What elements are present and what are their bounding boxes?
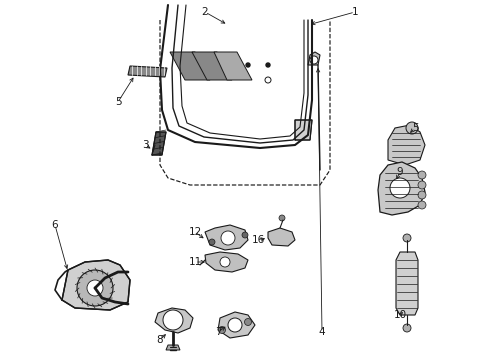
Text: 12: 12 bbox=[188, 227, 201, 237]
Text: 8: 8 bbox=[157, 335, 163, 345]
Polygon shape bbox=[388, 125, 425, 165]
Polygon shape bbox=[214, 52, 252, 80]
Polygon shape bbox=[128, 66, 167, 77]
Circle shape bbox=[219, 327, 225, 333]
Text: 2: 2 bbox=[202, 7, 208, 17]
Text: 16: 16 bbox=[251, 235, 265, 245]
Polygon shape bbox=[396, 252, 418, 315]
Polygon shape bbox=[308, 52, 320, 65]
Circle shape bbox=[418, 181, 426, 189]
Polygon shape bbox=[205, 225, 248, 250]
Circle shape bbox=[220, 257, 230, 267]
Circle shape bbox=[418, 191, 426, 199]
Circle shape bbox=[403, 234, 411, 242]
Polygon shape bbox=[295, 120, 312, 140]
Circle shape bbox=[221, 231, 235, 245]
Circle shape bbox=[418, 201, 426, 209]
Polygon shape bbox=[155, 308, 193, 333]
Circle shape bbox=[418, 171, 426, 179]
Circle shape bbox=[279, 215, 285, 221]
Text: 3: 3 bbox=[142, 140, 148, 150]
Circle shape bbox=[266, 63, 270, 67]
Circle shape bbox=[406, 122, 418, 134]
Polygon shape bbox=[218, 312, 255, 338]
Text: 11: 11 bbox=[188, 257, 201, 267]
Polygon shape bbox=[205, 252, 248, 272]
Text: 1: 1 bbox=[352, 7, 358, 17]
Polygon shape bbox=[268, 228, 295, 246]
Circle shape bbox=[209, 239, 215, 245]
Polygon shape bbox=[152, 132, 166, 155]
Polygon shape bbox=[192, 52, 232, 80]
Circle shape bbox=[163, 310, 183, 330]
Circle shape bbox=[87, 280, 103, 296]
Circle shape bbox=[77, 270, 113, 306]
Text: 10: 10 bbox=[393, 310, 407, 320]
Polygon shape bbox=[378, 162, 425, 215]
Polygon shape bbox=[62, 260, 130, 310]
Polygon shape bbox=[166, 345, 180, 350]
Circle shape bbox=[390, 178, 410, 198]
Text: 9: 9 bbox=[397, 167, 403, 177]
Text: 4: 4 bbox=[318, 327, 325, 337]
Polygon shape bbox=[170, 52, 210, 80]
Circle shape bbox=[245, 319, 251, 325]
Text: 5: 5 bbox=[115, 97, 122, 107]
Text: 6: 6 bbox=[51, 220, 58, 230]
Circle shape bbox=[310, 56, 318, 64]
Text: 5: 5 bbox=[412, 123, 418, 133]
Circle shape bbox=[242, 232, 248, 238]
Circle shape bbox=[246, 63, 250, 67]
Circle shape bbox=[403, 324, 411, 332]
Text: 7: 7 bbox=[215, 327, 221, 337]
Circle shape bbox=[228, 318, 242, 332]
